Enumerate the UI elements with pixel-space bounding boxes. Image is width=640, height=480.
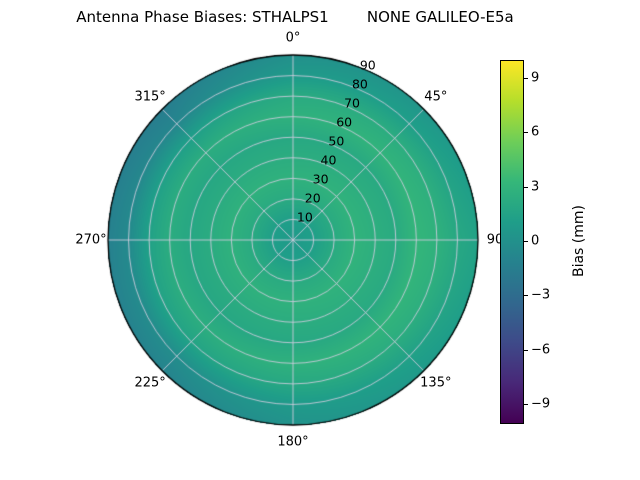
radial-tick-label: 60: [336, 114, 353, 130]
colorbar-axis-label-text: Bias (mm): [571, 204, 588, 278]
radial-tick-label: 20: [304, 190, 321, 206]
colorbar-tick-label: 6: [531, 124, 540, 140]
colorbar-tick-mark: [524, 295, 528, 297]
colorbar: [500, 60, 524, 424]
angle-tick-label: 315°: [134, 89, 166, 105]
angle-tick-label: 135°: [420, 375, 452, 391]
angle-tick-label: 270°: [75, 232, 107, 248]
radial-tick-label: 90: [359, 57, 376, 73]
colorbar-tick-label: 0: [531, 233, 540, 249]
colorbar-axis-label: Bias (mm): [543, 0, 615, 480]
angle-tick-label: 180°: [277, 434, 309, 450]
colorbar-gradient: [501, 61, 523, 423]
colorbar-tick-mark: [524, 132, 528, 134]
polar-heatmap-canvas: [93, 40, 493, 440]
colorbar-tick-mark: [524, 349, 528, 351]
radial-tick-label: 80: [351, 76, 368, 92]
angle-tick-label: 45°: [424, 89, 448, 105]
colorbar-tick-mark: [524, 78, 528, 80]
chart-title: Antenna Phase Biases: STHALPS1 NONE GALI…: [76, 8, 514, 26]
radial-tick-label: 40: [320, 152, 337, 168]
angle-tick-label: 225°: [134, 375, 166, 391]
colorbar-tick-mark: [524, 186, 528, 188]
radial-tick-label: 70: [344, 95, 361, 111]
colorbar-tick-label: 3: [531, 179, 540, 195]
colorbar-tick-label: −6: [531, 342, 551, 358]
angle-tick-label: 90: [486, 232, 504, 248]
colorbar-tick-mark: [524, 403, 528, 405]
colorbar-tick-label: −3: [531, 287, 551, 303]
angle-tick-label: 0°: [285, 30, 301, 46]
colorbar-tick-label: −9: [531, 396, 551, 412]
radial-tick-label: 30: [312, 171, 329, 187]
radial-tick-label: 10: [296, 209, 313, 225]
colorbar-tick-label: 9: [531, 70, 540, 86]
colorbar-tick-mark: [524, 241, 528, 242]
radial-tick-label: 50: [328, 133, 345, 149]
